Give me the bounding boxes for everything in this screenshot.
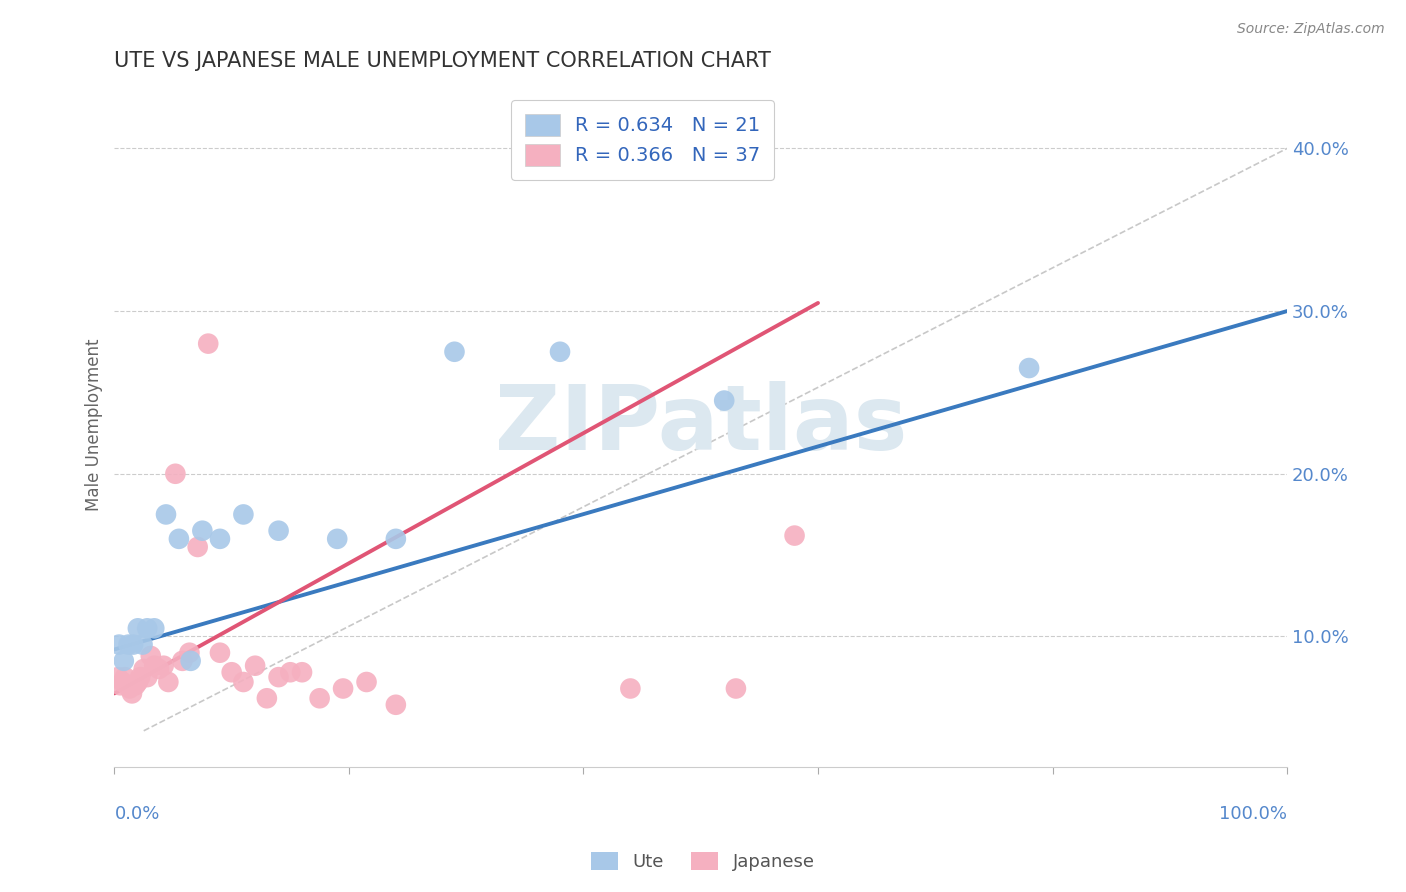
Text: 100.0%: 100.0%	[1219, 805, 1286, 823]
Point	[191, 524, 214, 538]
Point	[157, 675, 180, 690]
Text: Source: ZipAtlas.com: Source: ZipAtlas.com	[1237, 22, 1385, 37]
Point	[127, 621, 149, 635]
Point	[332, 681, 354, 696]
Text: ZIPatlas: ZIPatlas	[495, 381, 907, 469]
Point	[356, 675, 378, 690]
Point	[1018, 361, 1040, 376]
Point	[111, 675, 134, 690]
Point	[308, 691, 330, 706]
Point	[232, 508, 254, 522]
Point	[129, 670, 152, 684]
Point	[110, 678, 132, 692]
Point	[243, 658, 266, 673]
Point	[132, 662, 155, 676]
Point	[783, 528, 806, 542]
Point	[139, 648, 162, 663]
Point	[165, 467, 187, 481]
Point	[107, 670, 129, 684]
Text: 0.0%: 0.0%	[114, 805, 160, 823]
Point	[118, 681, 141, 696]
Point	[724, 681, 747, 696]
Point	[221, 665, 243, 680]
Point	[167, 532, 190, 546]
Legend: R = 0.634   N = 21, R = 0.366   N = 37: R = 0.634 N = 21, R = 0.366 N = 37	[512, 100, 775, 180]
Point	[112, 654, 135, 668]
Point	[267, 670, 290, 684]
Point	[291, 665, 314, 680]
Point	[122, 638, 145, 652]
Point	[187, 540, 209, 554]
Y-axis label: Male Unemployment: Male Unemployment	[86, 339, 103, 511]
Text: UTE VS JAPANESE MALE UNEMPLOYMENT CORRELATION CHART: UTE VS JAPANESE MALE UNEMPLOYMENT CORREL…	[114, 51, 772, 70]
Point	[136, 670, 159, 684]
Point	[180, 654, 202, 668]
Point	[267, 524, 290, 538]
Point	[256, 691, 278, 706]
Point	[385, 698, 408, 712]
Point	[619, 681, 641, 696]
Point	[143, 658, 166, 673]
Point	[108, 638, 131, 652]
Point	[172, 654, 194, 668]
Point	[713, 393, 735, 408]
Point	[143, 621, 166, 635]
Point	[278, 665, 301, 680]
Point	[152, 658, 174, 673]
Point	[155, 508, 177, 522]
Point	[121, 686, 143, 700]
Legend: Ute, Japanese: Ute, Japanese	[583, 845, 823, 879]
Point	[179, 646, 201, 660]
Point	[148, 662, 170, 676]
Point	[443, 344, 465, 359]
Point	[124, 678, 146, 692]
Point	[232, 675, 254, 690]
Point	[208, 532, 231, 546]
Point	[127, 675, 149, 690]
Point	[385, 532, 408, 546]
Point	[208, 646, 231, 660]
Point	[548, 344, 571, 359]
Point	[131, 638, 153, 652]
Point	[114, 670, 136, 684]
Point	[326, 532, 349, 546]
Point	[117, 678, 139, 692]
Point	[117, 638, 139, 652]
Point	[197, 336, 219, 351]
Point	[136, 621, 159, 635]
